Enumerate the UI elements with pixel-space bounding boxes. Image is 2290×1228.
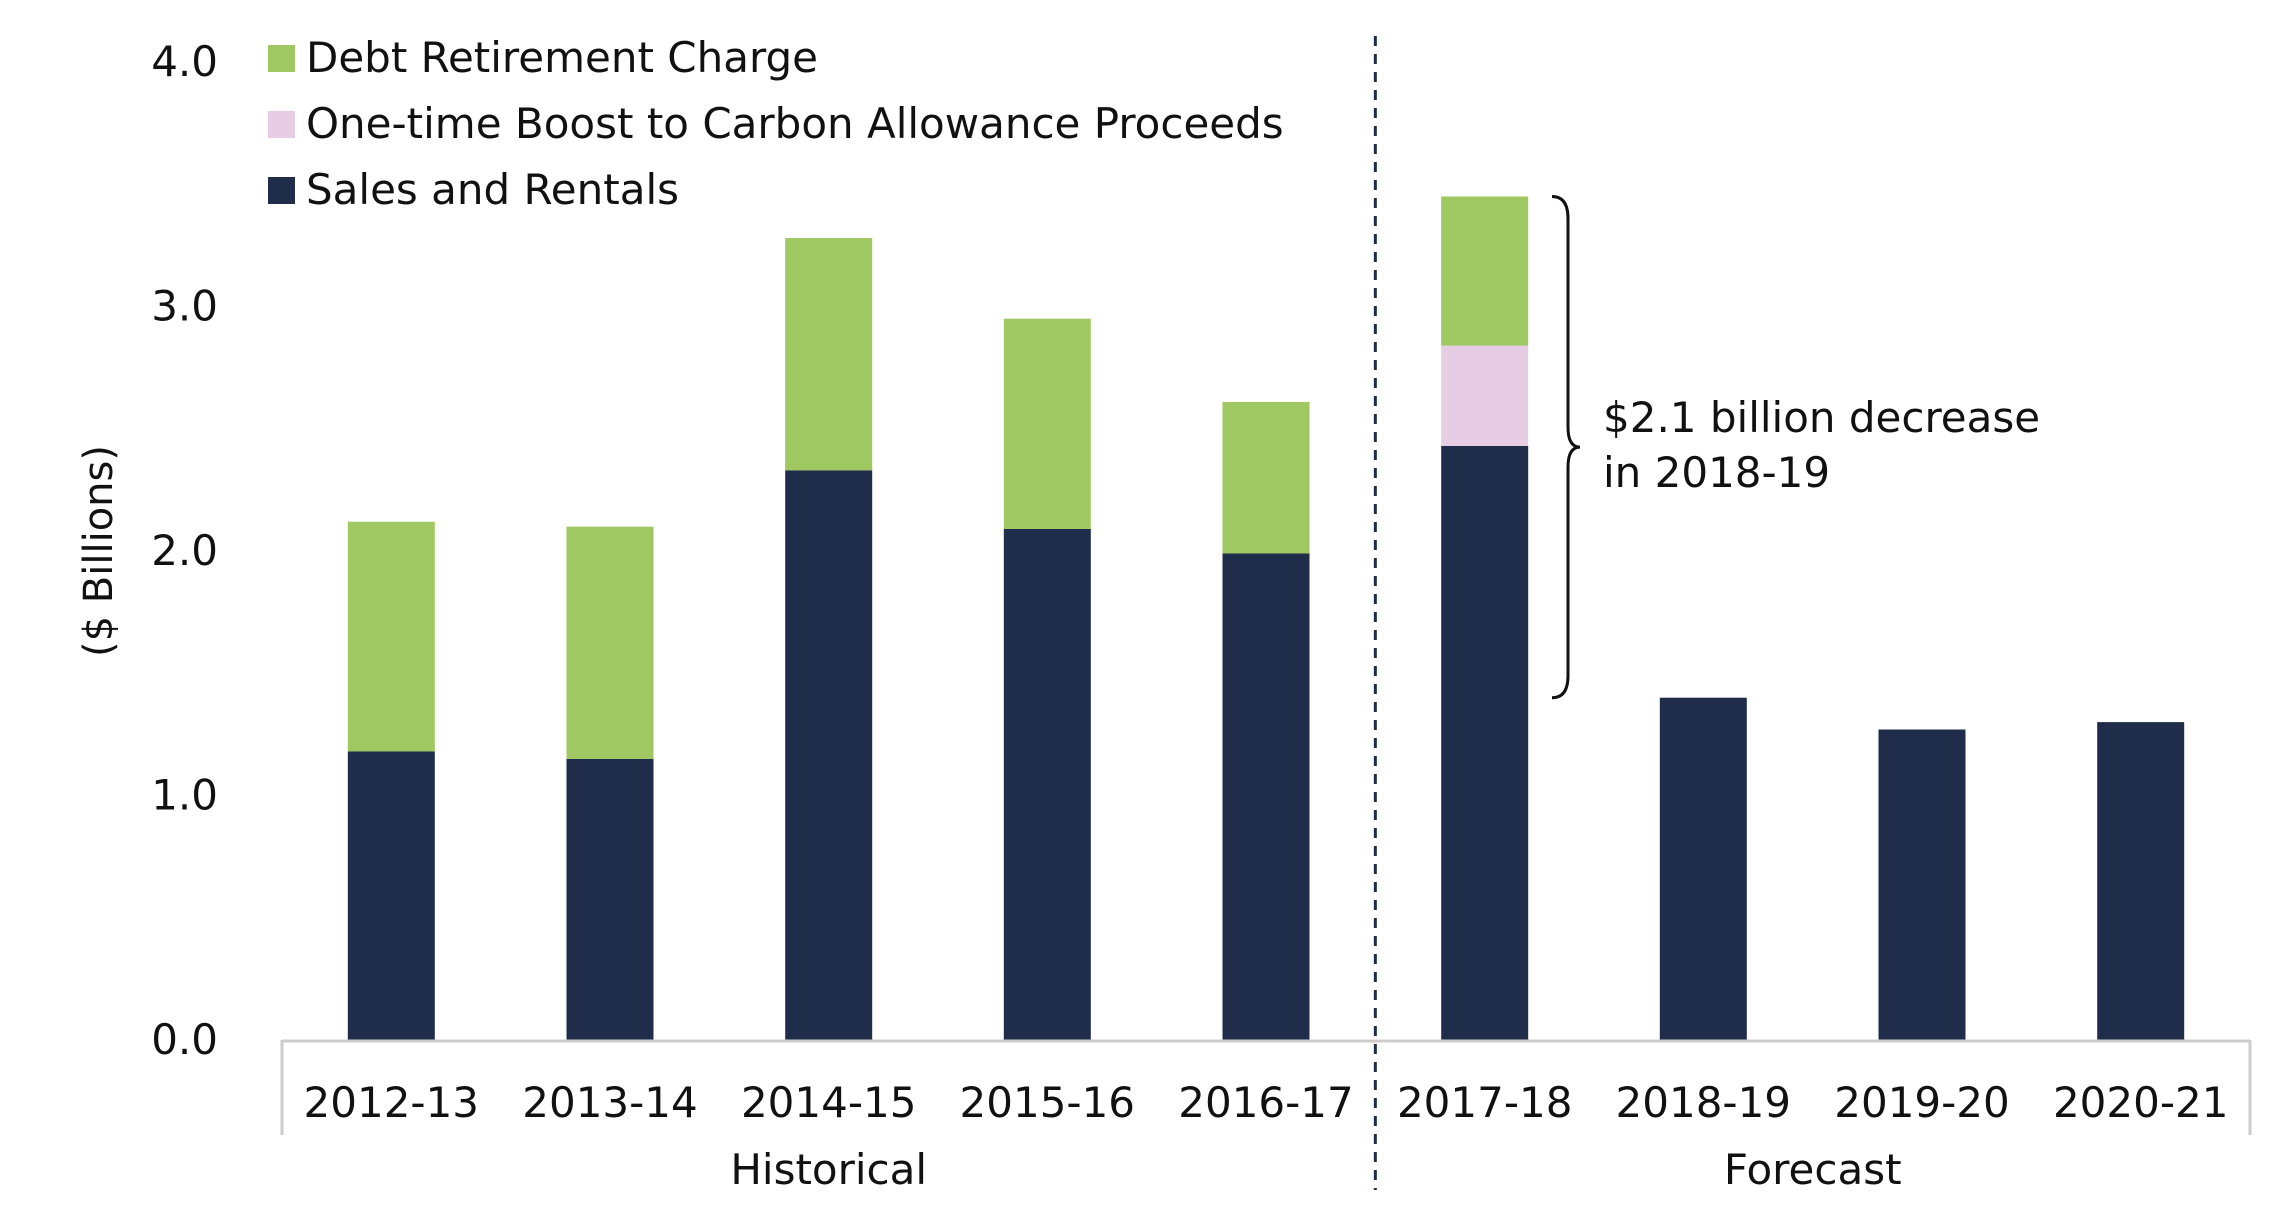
- x-tick-label: 2014-15: [741, 1078, 917, 1127]
- bar-segment: [1441, 445, 1529, 1040]
- legend: Debt Retirement Charge One-time Boost to …: [268, 33, 1284, 214]
- bar-segment: [1878, 729, 1966, 1040]
- bar-segment: [1659, 697, 1747, 1040]
- bar-segment: [1222, 401, 1310, 554]
- y-tick-label: 3.0: [151, 282, 218, 331]
- bar-segment: [2097, 722, 2185, 1040]
- bars-layer: [347, 196, 2185, 1040]
- group-label: Forecast: [1724, 1145, 1902, 1194]
- x-tick-label: 2020-21: [2053, 1078, 2229, 1127]
- bar-segment: [785, 470, 873, 1040]
- group-label: Historical: [730, 1145, 927, 1194]
- annotation-text: in 2018-19: [1603, 448, 1830, 497]
- bar-segment: [347, 521, 435, 752]
- bar-segment: [566, 758, 654, 1040]
- y-tick-label: 4.0: [151, 37, 218, 86]
- x-tick-label: 2019-20: [1834, 1078, 2010, 1127]
- legend-label: Debt Retirement Charge: [306, 33, 818, 82]
- annotation-text: $2.1 billion decrease: [1603, 393, 2040, 442]
- legend-swatch: [268, 177, 295, 204]
- bar-segment: [1441, 196, 1529, 346]
- annotation-brace: [1551, 194, 1581, 700]
- bar-segment: [1003, 318, 1091, 529]
- x-tick-label: 2015-16: [960, 1078, 1136, 1127]
- bar-segment: [347, 751, 435, 1040]
- y-tick-label: 1.0: [151, 771, 218, 820]
- x-tick-label: 2013-14: [522, 1078, 698, 1127]
- bar-segment: [1222, 553, 1310, 1040]
- legend-label: Sales and Rentals: [306, 165, 679, 214]
- legend-swatch: [268, 45, 295, 72]
- bar-segment: [1003, 529, 1091, 1040]
- annotation: $2.1 billion decrease in 2018-19: [1551, 194, 2040, 700]
- bar-segment: [566, 526, 654, 759]
- x-tick-label: 2016-17: [1178, 1078, 1354, 1127]
- y-axis-title: ($ Billions): [76, 445, 122, 657]
- x-tick-label: 2017-18: [1397, 1078, 1573, 1127]
- legend-swatch: [268, 111, 295, 138]
- legend-label: One-time Boost to Carbon Allowance Proce…: [306, 99, 1284, 148]
- bar-segment: [1441, 345, 1529, 446]
- bar-segment: [785, 238, 873, 471]
- x-tick-label: 2012-13: [304, 1078, 480, 1127]
- y-tick-label: 0.0: [151, 1015, 218, 1064]
- y-tick-label: 2.0: [151, 526, 218, 575]
- axes-layer: 0.0 1.0 2.0 3.0 4.0 ($ Billions) 2012-13 2013-1…: [76, 36, 2252, 1194]
- x-tick-label: 2018-19: [1616, 1078, 1792, 1127]
